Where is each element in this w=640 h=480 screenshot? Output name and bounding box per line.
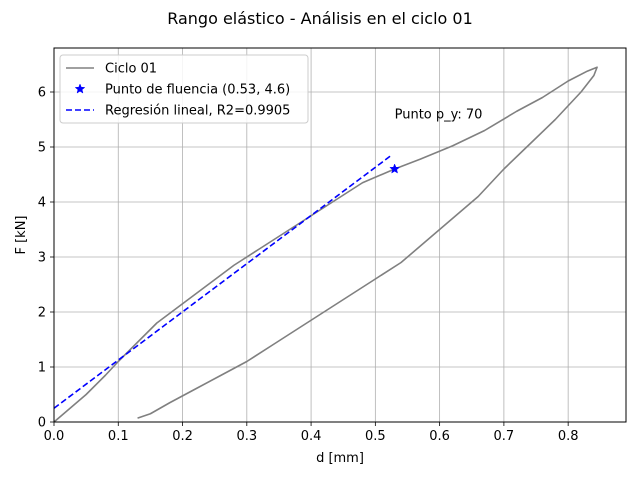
y-tick-label: 3 — [38, 251, 46, 266]
y-tick-label: 0 — [38, 416, 46, 431]
annotations: Punto p_y: 70 — [395, 107, 483, 122]
x-tick-label: 0.4 — [301, 429, 322, 444]
legend-entry: Punto de fluencia (0.53, 4.6) — [105, 83, 290, 98]
plot-frame — [53, 47, 627, 423]
y-tick-label: 1 — [38, 361, 46, 376]
y-axis: 0 1 2 3 4 5 6 — [38, 86, 54, 431]
x-tick-label: 0.1 — [108, 429, 129, 444]
x-tick-label: 0.0 — [44, 429, 65, 444]
y-tick-label: 2 — [38, 306, 46, 321]
regression-line — [53, 154, 392, 409]
legend-entry: Regresión lineal, R2=0.9905 — [105, 104, 290, 119]
y-tick-label: 6 — [38, 86, 46, 101]
y-tick-label: 4 — [38, 196, 46, 211]
annotation-label: Punto p_y: 70 — [395, 107, 483, 122]
legend-box — [59, 54, 309, 124]
x-tick-label: 0.5 — [365, 429, 386, 444]
legend-swatch — [74, 83, 86, 94]
x-axis-label: d [mm] — [316, 451, 364, 466]
x-tick-label: 0.3 — [236, 429, 257, 444]
y-tick-label: 5 — [38, 141, 46, 156]
cycle-curve — [53, 66, 598, 423]
x-tick-label: 0.8 — [558, 429, 579, 444]
x-tick-label: 0.7 — [494, 429, 515, 444]
x-tick-label: 0.2 — [172, 429, 193, 444]
x-axis: 0.0 0.1 0.2 0.3 0.4 0.5 0.6 0.7 0.8 — [44, 422, 579, 444]
y-axis-label: F [kN] — [14, 215, 29, 254]
chart-title: Rango elástico - Análisis en el ciclo 01 — [167, 9, 473, 28]
legend-entry: Ciclo 01 — [105, 62, 157, 77]
yield-point-marker — [389, 163, 401, 174]
legend: Ciclo 01 Punto de fluencia (0.53, 4.6) Reg… — [59, 54, 309, 124]
x-tick-label: 0.6 — [429, 429, 450, 444]
plot-area — [53, 66, 598, 423]
